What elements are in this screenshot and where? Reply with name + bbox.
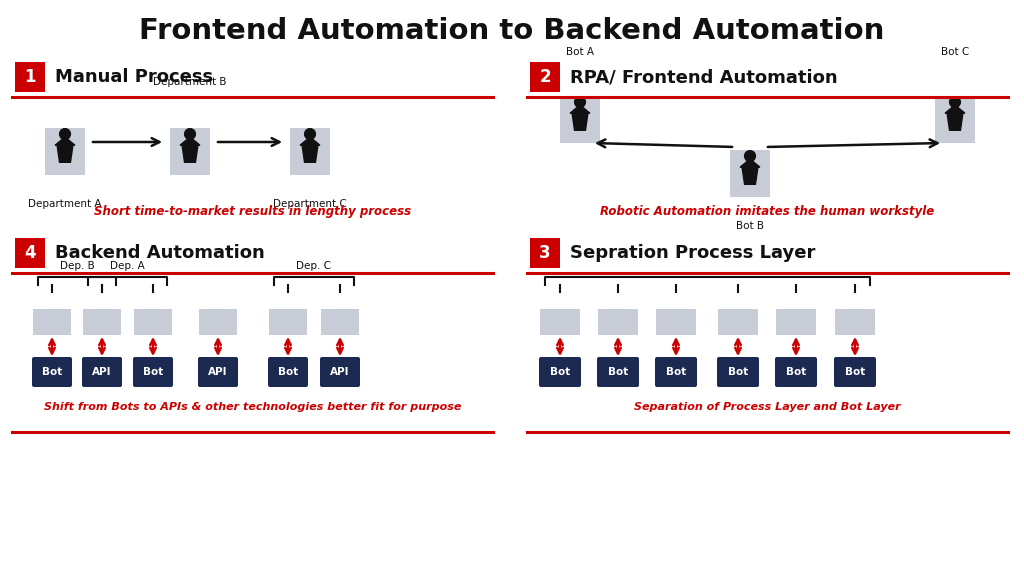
FancyBboxPatch shape xyxy=(269,309,307,335)
FancyBboxPatch shape xyxy=(935,96,975,143)
Text: Department C: Department C xyxy=(273,199,347,209)
FancyBboxPatch shape xyxy=(656,309,696,335)
FancyBboxPatch shape xyxy=(133,357,173,387)
Text: Bot: Bot xyxy=(845,367,865,377)
FancyBboxPatch shape xyxy=(268,357,308,387)
Text: Bot: Bot xyxy=(728,367,749,377)
FancyBboxPatch shape xyxy=(539,357,581,387)
Text: Department B: Department B xyxy=(154,77,226,87)
Text: Bot: Bot xyxy=(42,367,62,377)
Text: Bot: Bot xyxy=(550,367,570,377)
FancyBboxPatch shape xyxy=(776,309,816,335)
Text: RPA/ Frontend Automation: RPA/ Frontend Automation xyxy=(570,68,838,86)
Polygon shape xyxy=(57,145,73,162)
Text: Dep. B: Dep. B xyxy=(59,261,94,271)
Text: Shift from Bots to APIs & other technologies better fit for purpose: Shift from Bots to APIs & other technolo… xyxy=(44,402,461,412)
Text: Bot: Bot xyxy=(785,367,806,377)
FancyBboxPatch shape xyxy=(290,128,330,175)
Text: 4: 4 xyxy=(25,244,36,262)
Circle shape xyxy=(59,129,71,140)
Text: 2: 2 xyxy=(540,68,551,86)
FancyBboxPatch shape xyxy=(775,357,817,387)
FancyBboxPatch shape xyxy=(199,309,237,335)
Text: API: API xyxy=(208,367,227,377)
Text: Bot: Bot xyxy=(608,367,628,377)
FancyBboxPatch shape xyxy=(597,357,639,387)
Polygon shape xyxy=(945,107,965,113)
Polygon shape xyxy=(742,167,758,184)
Polygon shape xyxy=(300,140,319,145)
FancyBboxPatch shape xyxy=(45,128,85,175)
FancyBboxPatch shape xyxy=(15,238,45,268)
Text: Robotic Automation imitates the human workstyle: Robotic Automation imitates the human wo… xyxy=(600,205,935,219)
Polygon shape xyxy=(302,145,317,162)
Circle shape xyxy=(744,151,756,162)
Text: 1: 1 xyxy=(25,68,36,86)
Polygon shape xyxy=(570,107,590,113)
Text: Bot: Bot xyxy=(143,367,163,377)
FancyBboxPatch shape xyxy=(530,62,560,92)
Text: Bot A: Bot A xyxy=(566,47,594,57)
Polygon shape xyxy=(947,113,963,130)
Circle shape xyxy=(949,96,961,107)
FancyBboxPatch shape xyxy=(834,357,876,387)
FancyBboxPatch shape xyxy=(33,309,71,335)
FancyBboxPatch shape xyxy=(730,149,770,197)
FancyBboxPatch shape xyxy=(32,357,72,387)
Text: Dep. C: Dep. C xyxy=(297,261,332,271)
Polygon shape xyxy=(572,113,588,130)
FancyBboxPatch shape xyxy=(530,238,560,268)
FancyBboxPatch shape xyxy=(15,62,45,92)
FancyBboxPatch shape xyxy=(82,357,122,387)
FancyBboxPatch shape xyxy=(540,309,580,335)
Text: Backend Automation: Backend Automation xyxy=(55,244,265,262)
Polygon shape xyxy=(55,140,75,145)
FancyBboxPatch shape xyxy=(198,357,238,387)
FancyBboxPatch shape xyxy=(319,357,360,387)
Text: Manual Process: Manual Process xyxy=(55,68,213,86)
FancyBboxPatch shape xyxy=(717,357,759,387)
FancyBboxPatch shape xyxy=(598,309,638,335)
Text: Frontend Automation to Backend Automation: Frontend Automation to Backend Automatio… xyxy=(139,17,885,45)
FancyBboxPatch shape xyxy=(321,309,359,335)
Circle shape xyxy=(574,96,586,107)
Polygon shape xyxy=(180,140,200,145)
Text: Short time-to-market results in lengthy process: Short time-to-market results in lengthy … xyxy=(94,205,411,219)
FancyBboxPatch shape xyxy=(83,309,121,335)
Text: Bot: Bot xyxy=(666,367,686,377)
Text: API: API xyxy=(331,367,350,377)
Text: Sepration Process Layer: Sepration Process Layer xyxy=(570,244,815,262)
Text: Separation of Process Layer and Bot Layer: Separation of Process Layer and Bot Laye… xyxy=(634,402,901,412)
FancyBboxPatch shape xyxy=(560,96,600,143)
FancyBboxPatch shape xyxy=(134,309,172,335)
Text: Department A: Department A xyxy=(29,199,101,209)
Polygon shape xyxy=(182,145,198,162)
Text: API: API xyxy=(92,367,112,377)
FancyBboxPatch shape xyxy=(170,128,210,175)
Text: 3: 3 xyxy=(540,244,551,262)
Circle shape xyxy=(304,129,315,140)
Circle shape xyxy=(184,129,196,140)
FancyBboxPatch shape xyxy=(835,309,874,335)
Text: Bot: Bot xyxy=(278,367,298,377)
Text: Dep. A: Dep. A xyxy=(111,261,144,271)
FancyBboxPatch shape xyxy=(655,357,697,387)
Text: Bot C: Bot C xyxy=(941,47,969,57)
Polygon shape xyxy=(740,162,760,167)
FancyBboxPatch shape xyxy=(718,309,758,335)
Text: Bot B: Bot B xyxy=(736,221,764,231)
